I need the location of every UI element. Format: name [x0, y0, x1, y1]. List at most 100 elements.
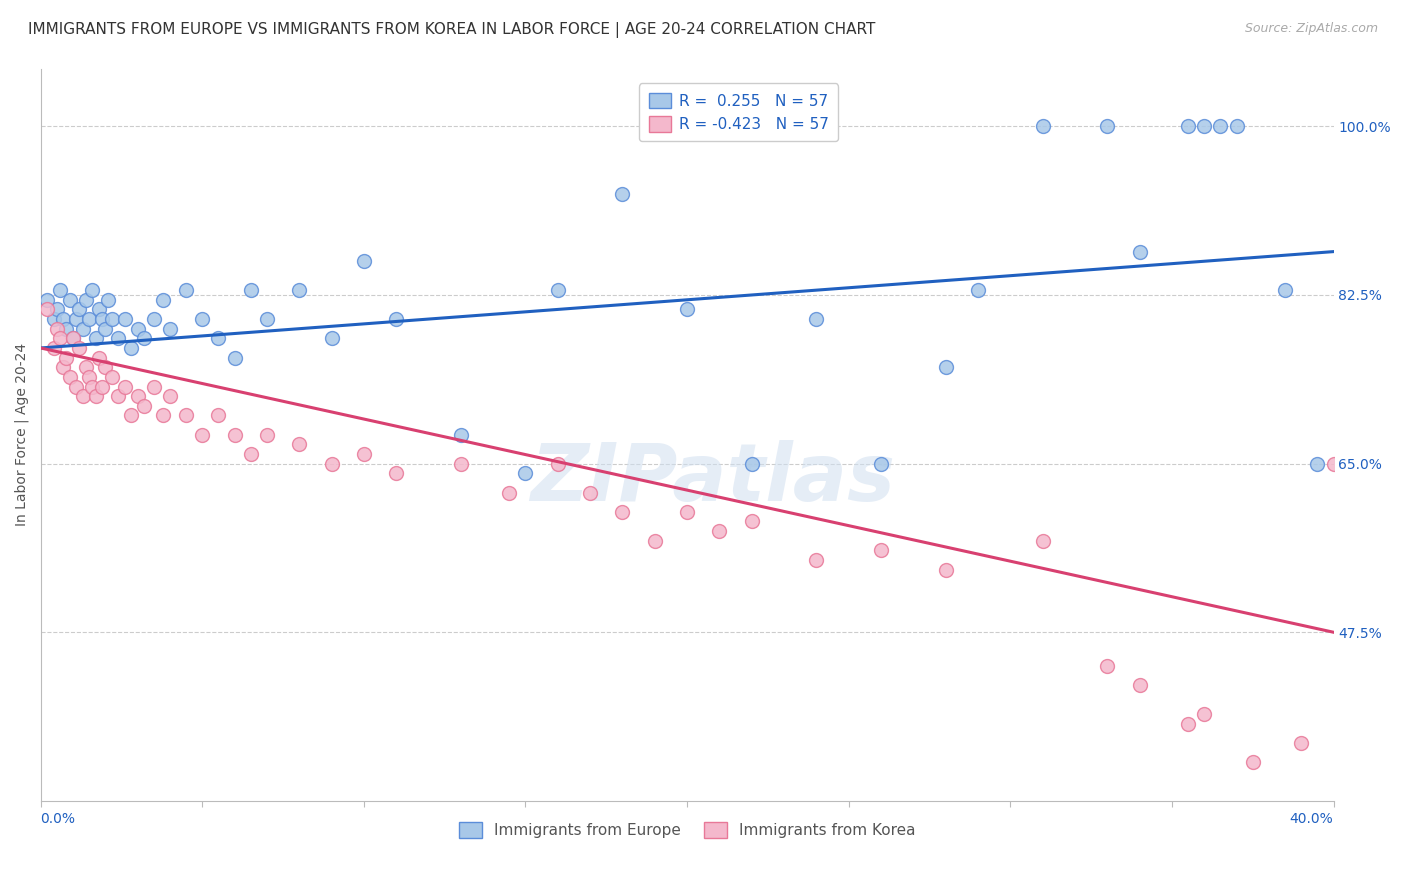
- Point: [1129, 244, 1152, 259]
- Point: [612, 186, 634, 201]
- Point: [239, 283, 262, 297]
- Point: [207, 409, 229, 423]
- Point: [450, 457, 472, 471]
- Point: [59, 293, 82, 307]
- Point: [97, 293, 120, 307]
- Point: [806, 312, 828, 326]
- Point: [94, 360, 117, 375]
- Point: [1129, 678, 1152, 692]
- Point: [1032, 120, 1054, 134]
- Point: [84, 389, 107, 403]
- Point: [75, 293, 97, 307]
- Point: [1225, 120, 1247, 134]
- Point: [107, 331, 129, 345]
- Point: [579, 485, 602, 500]
- Point: [62, 331, 84, 345]
- Point: [52, 312, 75, 326]
- Point: [288, 437, 311, 451]
- Point: [82, 283, 104, 297]
- Point: [870, 457, 893, 471]
- Point: [67, 302, 90, 317]
- Text: 0.0%: 0.0%: [41, 813, 76, 827]
- Point: [152, 409, 174, 423]
- Point: [224, 351, 246, 365]
- Point: [1209, 120, 1232, 134]
- Point: [152, 293, 174, 307]
- Point: [65, 312, 87, 326]
- Point: [967, 283, 990, 297]
- Point: [72, 389, 94, 403]
- Point: [709, 524, 731, 538]
- Text: 40.0%: 40.0%: [1289, 813, 1333, 827]
- Point: [132, 331, 155, 345]
- Point: [1097, 120, 1119, 134]
- Point: [547, 457, 569, 471]
- Point: [67, 341, 90, 355]
- Point: [120, 341, 142, 355]
- Point: [159, 389, 181, 403]
- Point: [42, 341, 65, 355]
- Point: [91, 379, 114, 393]
- Point: [1306, 457, 1329, 471]
- Point: [100, 312, 122, 326]
- Point: [35, 302, 58, 317]
- Point: [676, 302, 699, 317]
- Legend: Immigrants from Europe, Immigrants from Korea: Immigrants from Europe, Immigrants from …: [453, 816, 921, 845]
- Point: [45, 302, 67, 317]
- Point: [84, 331, 107, 345]
- Point: [935, 360, 957, 375]
- Point: [207, 331, 229, 345]
- Point: [676, 505, 699, 519]
- Point: [142, 379, 165, 393]
- Text: Source: ZipAtlas.com: Source: ZipAtlas.com: [1244, 22, 1378, 36]
- Point: [127, 321, 149, 335]
- Point: [49, 331, 72, 345]
- Point: [515, 467, 537, 481]
- Point: [547, 283, 569, 297]
- Point: [132, 399, 155, 413]
- Point: [52, 360, 75, 375]
- Point: [224, 427, 246, 442]
- Point: [91, 312, 114, 326]
- Point: [1322, 457, 1344, 471]
- Text: IMMIGRANTS FROM EUROPE VS IMMIGRANTS FROM KOREA IN LABOR FORCE | AGE 20-24 CORRE: IMMIGRANTS FROM EUROPE VS IMMIGRANTS FRO…: [28, 22, 876, 38]
- Point: [1177, 120, 1199, 134]
- Point: [174, 283, 197, 297]
- Point: [385, 312, 408, 326]
- Point: [55, 351, 77, 365]
- Point: [35, 293, 58, 307]
- Point: [100, 370, 122, 384]
- Point: [1241, 756, 1264, 770]
- Point: [65, 379, 87, 393]
- Point: [159, 321, 181, 335]
- Point: [107, 389, 129, 403]
- Point: [644, 533, 666, 548]
- Point: [55, 321, 77, 335]
- Point: [82, 379, 104, 393]
- Point: [806, 553, 828, 567]
- Point: [191, 312, 214, 326]
- Point: [1032, 533, 1054, 548]
- Point: [45, 321, 67, 335]
- Y-axis label: In Labor Force | Age 20-24: In Labor Force | Age 20-24: [15, 343, 30, 526]
- Point: [353, 254, 375, 268]
- Point: [77, 312, 100, 326]
- Point: [256, 312, 278, 326]
- Point: [94, 321, 117, 335]
- Text: ZIPatlas: ZIPatlas: [530, 440, 896, 517]
- Point: [191, 427, 214, 442]
- Point: [239, 447, 262, 461]
- Point: [127, 389, 149, 403]
- Point: [49, 283, 72, 297]
- Point: [1192, 120, 1215, 134]
- Point: [72, 321, 94, 335]
- Point: [1274, 283, 1296, 297]
- Point: [120, 409, 142, 423]
- Point: [114, 312, 136, 326]
- Point: [353, 447, 375, 461]
- Point: [114, 379, 136, 393]
- Point: [1192, 707, 1215, 722]
- Point: [498, 485, 520, 500]
- Point: [174, 409, 197, 423]
- Point: [321, 331, 343, 345]
